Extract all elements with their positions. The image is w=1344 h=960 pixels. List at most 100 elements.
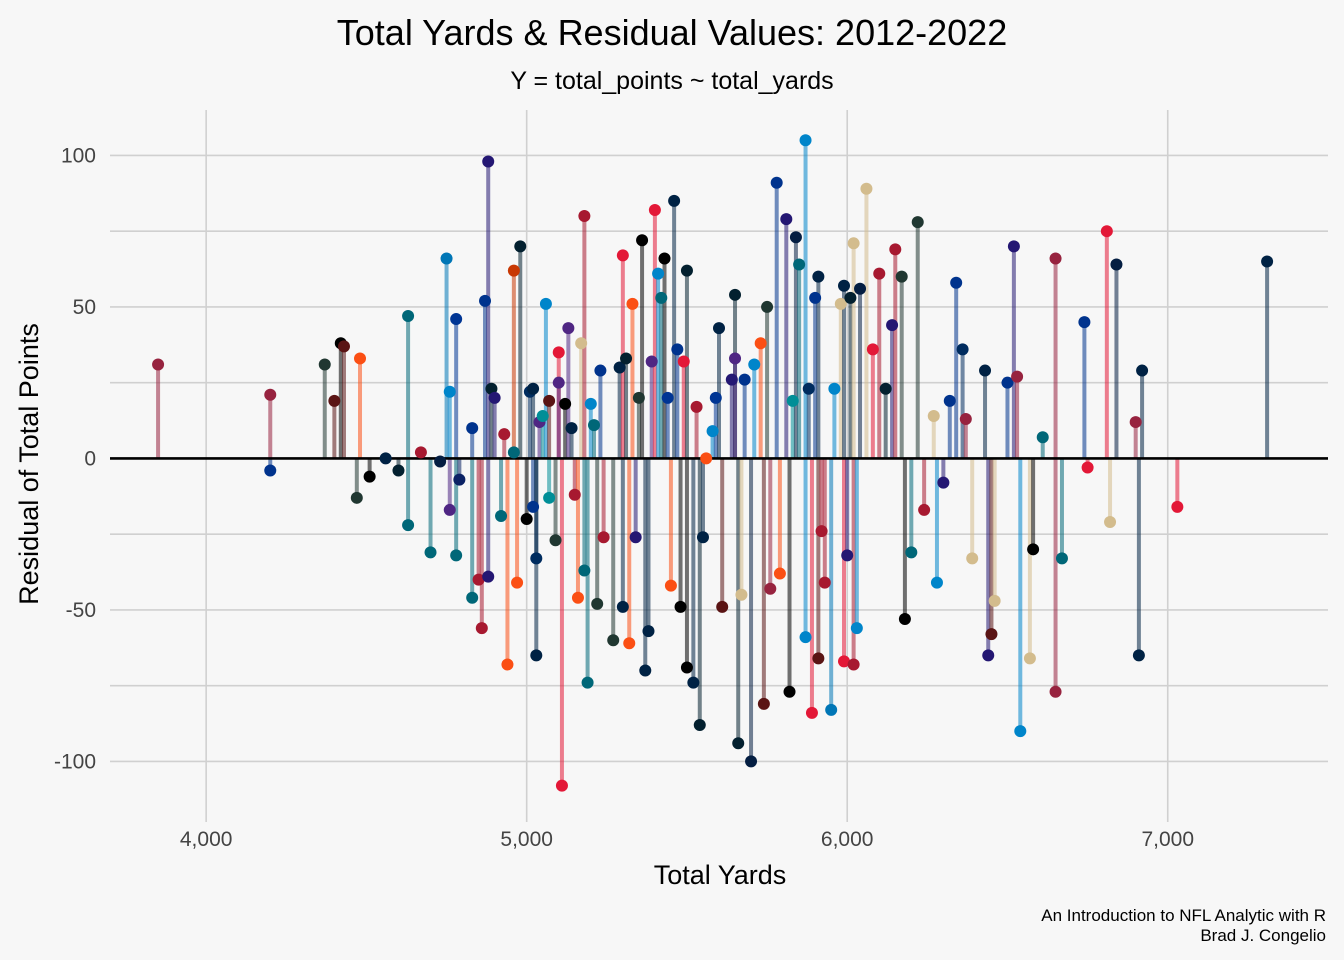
data-point <box>889 243 902 256</box>
data-point <box>700 452 713 465</box>
data-point <box>911 216 924 229</box>
data-point <box>709 391 722 404</box>
y-tick-label: 100 <box>61 144 96 167</box>
data-point <box>729 288 742 301</box>
data-point <box>879 382 892 395</box>
data-point <box>757 697 770 710</box>
data-point <box>511 576 524 589</box>
data-point <box>979 364 992 377</box>
data-point <box>729 352 742 365</box>
data-point <box>443 385 456 398</box>
data-point <box>764 582 777 595</box>
x-axis-title: Total Yards <box>654 860 787 890</box>
data-point <box>789 231 802 244</box>
data-point <box>530 649 543 662</box>
data-point <box>671 343 684 356</box>
data-point <box>482 570 495 583</box>
data-point <box>472 573 485 586</box>
data-point <box>661 391 674 404</box>
data-point <box>507 446 520 459</box>
data-point <box>453 473 466 486</box>
data-point <box>735 588 748 601</box>
data-point <box>450 313 463 326</box>
data-point <box>780 213 793 226</box>
data-point <box>680 661 693 674</box>
data-point <box>616 249 629 262</box>
data-point <box>786 394 799 407</box>
data-point <box>738 373 751 386</box>
data-point <box>520 513 533 526</box>
data-point <box>664 579 677 592</box>
data-point <box>434 455 447 468</box>
data-point <box>725 373 738 386</box>
data-point <box>495 509 508 522</box>
data-point <box>414 446 427 459</box>
data-point <box>1049 685 1062 698</box>
y-axis-title: Residual of Total Points <box>14 323 44 605</box>
data-point <box>1023 652 1036 665</box>
data-point <box>475 622 488 635</box>
data-point <box>815 525 828 538</box>
caption-line-1: An Introduction to NFL Analytic with R <box>1041 906 1326 925</box>
data-point <box>645 355 658 368</box>
data-point <box>1110 258 1123 271</box>
data-point <box>613 361 626 374</box>
data-point <box>770 176 783 189</box>
data-point <box>802 382 815 395</box>
data-point <box>639 664 652 677</box>
data-point <box>479 294 492 307</box>
data-point <box>591 597 604 610</box>
data-point <box>754 337 767 350</box>
data-point <box>950 276 963 289</box>
data-point <box>636 234 649 247</box>
chart-subtitle: Y = total_points ~ total_yards <box>510 67 833 95</box>
data-point <box>264 464 277 477</box>
grid-layer <box>110 110 1328 822</box>
x-tick-label: 5,000 <box>500 828 553 851</box>
data-point <box>527 382 540 395</box>
data-point <box>652 267 665 280</box>
data-point <box>402 310 415 323</box>
data-point <box>966 552 979 565</box>
data-point <box>597 531 610 544</box>
data-point <box>783 685 796 698</box>
x-tick-label: 4,000 <box>180 828 233 851</box>
data-point <box>485 382 498 395</box>
data-point <box>466 591 479 604</box>
data-point <box>1078 316 1091 329</box>
data-point <box>825 703 838 716</box>
data-point <box>850 622 863 635</box>
data-point <box>424 546 437 559</box>
data-point <box>514 240 527 253</box>
data-point <box>674 600 687 613</box>
data-point <box>1049 252 1062 265</box>
data-point <box>402 519 415 532</box>
data-point <box>337 340 350 353</box>
data-point <box>680 264 693 277</box>
data-point <box>264 388 277 401</box>
data-point <box>578 564 591 577</box>
data-point <box>350 491 363 504</box>
data-point <box>812 270 825 283</box>
data-point <box>501 658 514 671</box>
caption-line-2: Brad J. Congelio <box>1200 926 1326 945</box>
data-point <box>616 600 629 613</box>
data-point <box>732 737 745 750</box>
data-point <box>507 264 520 277</box>
data-point <box>844 291 857 304</box>
data-point <box>799 631 812 644</box>
data-point <box>847 237 860 250</box>
data-point <box>982 649 995 662</box>
data-point <box>834 297 847 310</box>
data-point <box>152 358 165 371</box>
data-point <box>552 376 565 389</box>
data-point <box>562 322 575 335</box>
data-point <box>565 422 578 435</box>
data-point <box>745 755 758 768</box>
data-point <box>584 397 597 410</box>
data-point <box>988 594 1001 607</box>
data-point <box>642 625 655 638</box>
data-point <box>985 628 998 641</box>
data-point <box>1014 725 1027 738</box>
